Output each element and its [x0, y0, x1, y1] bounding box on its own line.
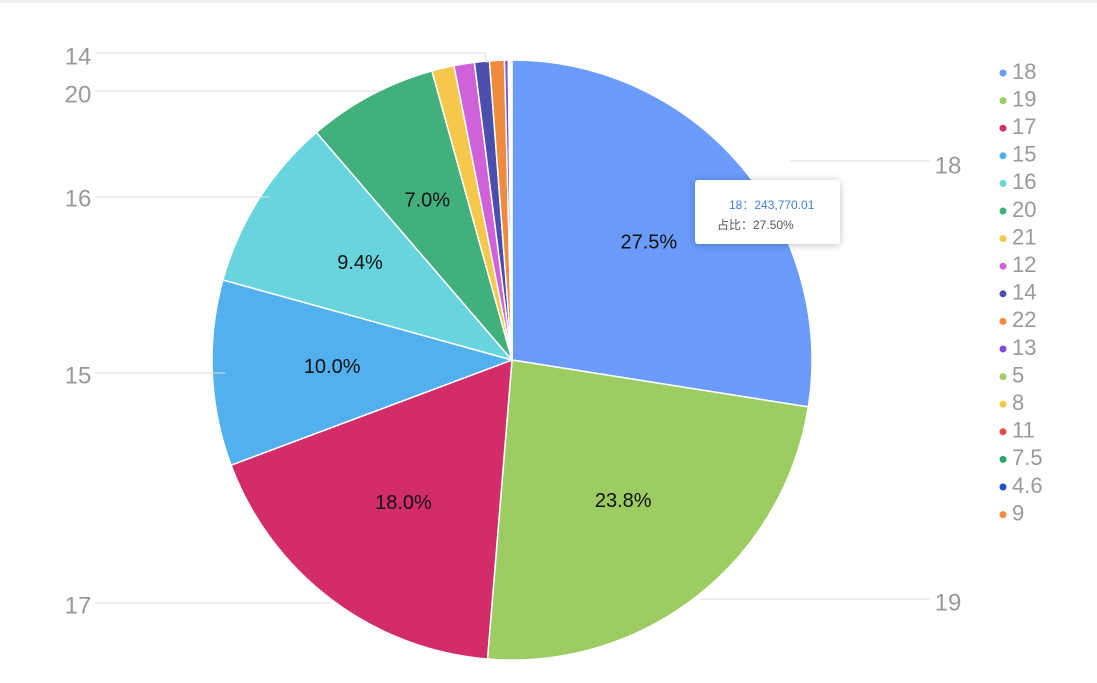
pie-slice [221, 131, 515, 362]
outer-label: 17 [65, 592, 92, 619]
legend-label: 5 [1012, 362, 1024, 387]
legend-marker [999, 317, 1007, 325]
outer-label: 20 [65, 81, 92, 108]
slice-label: 9.4% [337, 252, 383, 274]
pie-slice [315, 69, 513, 361]
legend-label: 14 [1012, 280, 1036, 305]
pie-slice [230, 358, 513, 660]
legend-label: 12 [1012, 252, 1036, 277]
tooltip: 18：243,770.01 占比：27.50% [695, 180, 840, 244]
legend-marker [999, 373, 1007, 381]
legend-marker [999, 511, 1007, 519]
legend-marker [999, 455, 1007, 463]
legend-marker [999, 179, 1007, 187]
legend-marker [999, 483, 1007, 491]
legend-label: 11 [1012, 418, 1035, 443]
outer-label: 14 [65, 43, 92, 70]
legend-label: 17 [1012, 114, 1036, 139]
slice-label: 23.8% [595, 490, 652, 512]
legend-label: 21 [1012, 224, 1036, 249]
legend-label: 20 [1012, 197, 1036, 222]
legend-marker [999, 428, 1007, 436]
outer-label: 15 [65, 362, 92, 389]
legend-label: 8 [1012, 390, 1024, 415]
tooltip-value: 18：243,770.01 [729, 198, 815, 212]
legend-marker [999, 290, 1007, 298]
leader-line [95, 52, 488, 64]
pie-slice [511, 59, 813, 408]
legend-label: 4.6 [1012, 473, 1043, 498]
legend-marker [999, 262, 1007, 270]
legend-marker [999, 345, 1007, 353]
outer-label: 19 [935, 589, 962, 616]
legend-marker [999, 152, 1007, 160]
legend-marker [999, 207, 1007, 215]
legend-label: 7.5 [1012, 445, 1043, 470]
pie-slice [486, 359, 810, 661]
legend-marker [999, 235, 1007, 243]
pie-slice [510, 59, 513, 361]
slice-label: 18.0% [375, 492, 432, 514]
legend-marker [999, 97, 1007, 105]
chart: 27.5%23.8%18.0%10.0%9.4%7.0%181917151620… [65, 43, 1043, 661]
legend-label: 18 [1012, 59, 1036, 84]
legend-label: 22 [1012, 307, 1036, 332]
outer-label: 18 [935, 152, 962, 179]
legend-marker [999, 400, 1007, 408]
legend-label: 15 [1012, 142, 1036, 167]
slice-label: 7.0% [404, 189, 450, 211]
slice-label: 10.0% [304, 356, 361, 378]
slice-label: 27.5% [621, 231, 678, 253]
legend-label: 13 [1012, 335, 1036, 360]
legend-label: 9 [1012, 500, 1024, 525]
legend-marker [999, 69, 1007, 77]
legend-label: 19 [1012, 86, 1036, 111]
legend-label: 16 [1012, 169, 1036, 194]
legend-marker [999, 124, 1007, 132]
outer-label: 16 [65, 185, 92, 212]
tooltip-share: 占比：27.50% [717, 218, 794, 232]
